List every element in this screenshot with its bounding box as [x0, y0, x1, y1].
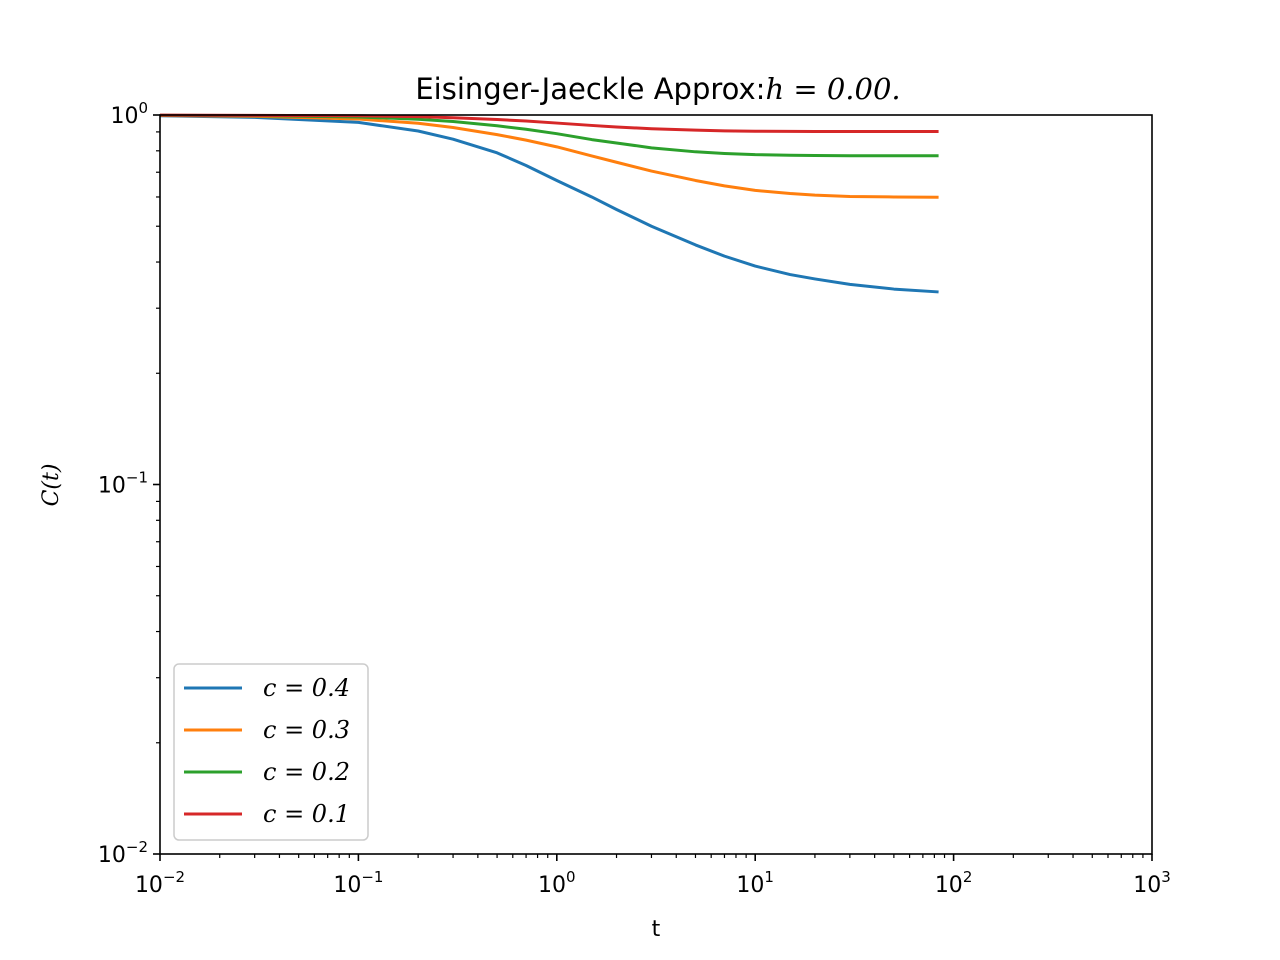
legend-label-2: c = 0.3 [263, 716, 350, 744]
x-tick-label: 103 [1133, 868, 1171, 898]
chart-title: Eisinger-Jaeckle Approx:h = 0.00. [415, 72, 900, 106]
series-line-2 [159, 113, 939, 199]
y-axis-ticks: 10−2 10−1 100 [98, 99, 160, 868]
x-tick-label: 102 [935, 868, 973, 898]
legend-label-1: c = 0.4 [263, 674, 350, 702]
plot-area [159, 113, 1153, 855]
y-tick-label: 10−2 [98, 838, 148, 868]
x-axis-ticks: 10−2 10−1 100 101 102 103 [135, 854, 1171, 898]
legend-label-4: c = 0.1 [263, 800, 350, 828]
y-axis-label: C(t) [39, 464, 64, 507]
legend: c = 0.4 c = 0.3 c = 0.2 c = 0.1 [173, 663, 369, 841]
chart-title-prefix: Eisinger-Jaeckle Approx: [415, 72, 765, 106]
x-tick-label: 10−1 [333, 868, 383, 898]
x-tick-label: 10−2 [135, 868, 185, 898]
y-tick-label: 100 [110, 99, 148, 129]
legend-label-3: c = 0.2 [263, 758, 350, 786]
y-tick-label: 10−1 [98, 469, 148, 499]
chart-title-math: h = 0.00. [765, 72, 900, 106]
series-line-1 [159, 114, 939, 294]
x-tick-label: 100 [538, 868, 576, 898]
series-line-3 [159, 113, 939, 158]
x-tick-label: 101 [736, 868, 774, 898]
series-line-4 [159, 113, 939, 134]
x-axis-label: t [652, 917, 661, 942]
legend-box [173, 663, 369, 841]
series-layer [159, 113, 939, 294]
